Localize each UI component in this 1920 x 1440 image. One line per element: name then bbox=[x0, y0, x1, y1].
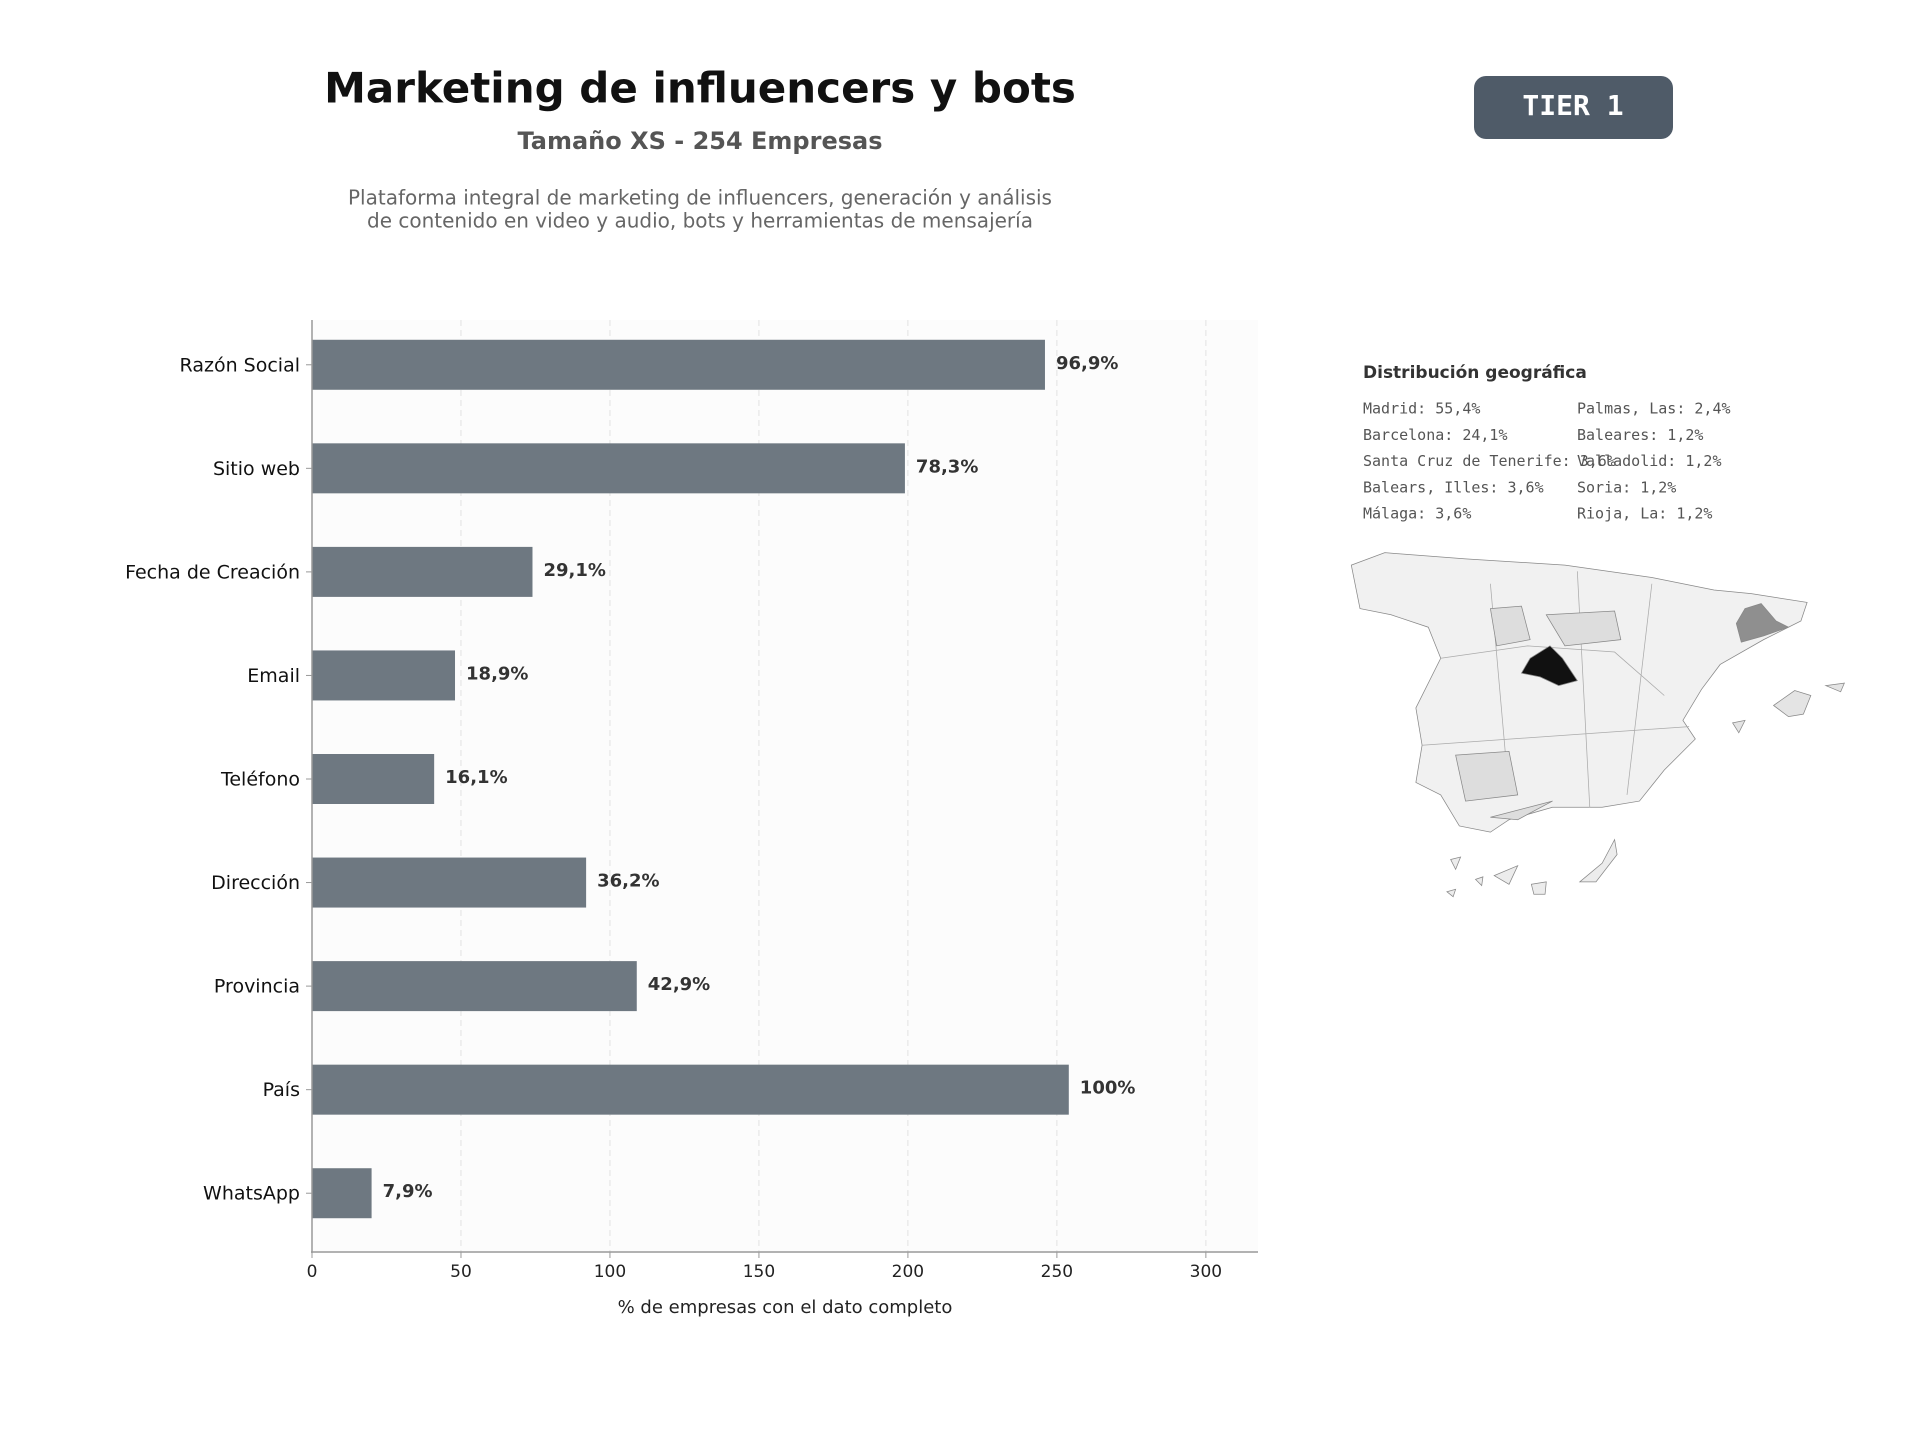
value-label: 29,1% bbox=[543, 560, 605, 581]
bar bbox=[312, 857, 587, 908]
map-legend-entry: Palmas, Las: 2,4% bbox=[1577, 400, 1731, 418]
map-legend-entry: Soria: 1,2% bbox=[1577, 478, 1676, 496]
map-region-barcelona bbox=[1735, 603, 1790, 643]
x-tick-label: 50 bbox=[450, 1262, 472, 1282]
map-legend-entry: Santa Cruz de Tenerife: 3,6% bbox=[1363, 452, 1616, 470]
value-label: 16,1% bbox=[445, 767, 507, 788]
map-country bbox=[1350, 552, 1808, 833]
x-tick-label: 200 bbox=[892, 1262, 924, 1282]
y-tick-label: Teléfono bbox=[220, 769, 300, 791]
value-label: 36,2% bbox=[597, 871, 659, 892]
description-line: Plataforma integral de marketing de infl… bbox=[348, 186, 1052, 210]
map-legend-entry: Rioja, La: 1,2% bbox=[1577, 505, 1712, 523]
y-tick-label: País bbox=[263, 1079, 300, 1101]
map-region bbox=[1490, 800, 1553, 821]
map-legend: Madrid: 55,4% Barcelona: 24,1% Santa Cruz … bbox=[1363, 400, 1731, 523]
badge bbox=[1474, 76, 1673, 139]
map-legend-entry: Valladolid: 1,2% bbox=[1577, 452, 1722, 470]
x-tick-label: 0 bbox=[307, 1262, 318, 1282]
bar bbox=[312, 961, 637, 1012]
y-tick-label: Sitio web bbox=[213, 458, 300, 480]
bar bbox=[312, 1168, 372, 1219]
map-legend-entry: Baleares: 1,2% bbox=[1577, 426, 1703, 444]
map-legend-entry: Málaga: 3,6% bbox=[1363, 505, 1471, 523]
x-axis-label: % de empresas con el dato completo bbox=[618, 1297, 953, 1318]
map-legend-entry: Balears, Illes: 3,6% bbox=[1363, 478, 1544, 496]
bar bbox=[312, 339, 1045, 390]
value-label: 78,3% bbox=[916, 456, 978, 477]
chart-title: Marketing de influencers y bots bbox=[324, 64, 1076, 113]
map-region bbox=[1545, 610, 1622, 647]
y-tick-label: Dirección bbox=[211, 872, 300, 894]
y-tick-label: WhatsApp bbox=[203, 1183, 300, 1205]
x-tick-label: 150 bbox=[743, 1262, 775, 1282]
map-region-madrid bbox=[1520, 645, 1578, 686]
map-islands bbox=[1446, 838, 1618, 898]
value-label: 96,9% bbox=[1056, 353, 1118, 374]
bar bbox=[312, 650, 456, 701]
map-region bbox=[1489, 605, 1531, 647]
value-label: 18,9% bbox=[466, 663, 528, 684]
x-tick-label: 250 bbox=[1041, 1262, 1073, 1282]
plot: 0 50 100 150 200 250 300 Razón Social 96,9% Sitio… bbox=[125, 320, 1222, 1282]
description-line: de contenido en video y audio, bots y he… bbox=[367, 209, 1033, 233]
value-label: 7,9% bbox=[383, 1181, 433, 1202]
value-label: 100% bbox=[1080, 1078, 1136, 1099]
map bbox=[1350, 552, 1845, 898]
badge-text: TIER 1 bbox=[1522, 89, 1623, 122]
y-tick-label: Provincia bbox=[214, 976, 300, 998]
map-borders bbox=[1422, 571, 1690, 808]
x-tick-label: 100 bbox=[594, 1262, 626, 1282]
map-region bbox=[1455, 751, 1519, 802]
chart-subtitle: Tamaño XS - 254 Empresas bbox=[518, 127, 883, 155]
y-tick-label: Fecha de Creación bbox=[125, 561, 300, 583]
map-legend-entry: Madrid: 55,4% bbox=[1363, 400, 1480, 418]
map-legend-entry: Barcelona: 24,1% bbox=[1363, 426, 1508, 444]
y-tick-label: Razón Social bbox=[180, 354, 300, 376]
bar bbox=[312, 443, 905, 494]
map-title: Distribución geográfica bbox=[1363, 363, 1587, 383]
x-tick-label: 300 bbox=[1190, 1262, 1222, 1282]
bar bbox=[312, 754, 435, 804]
value-label: 42,9% bbox=[648, 974, 710, 995]
y-tick-label: Email bbox=[247, 665, 300, 687]
map-islands bbox=[1731, 682, 1845, 734]
bar bbox=[312, 1064, 1069, 1115]
bar bbox=[312, 546, 533, 597]
